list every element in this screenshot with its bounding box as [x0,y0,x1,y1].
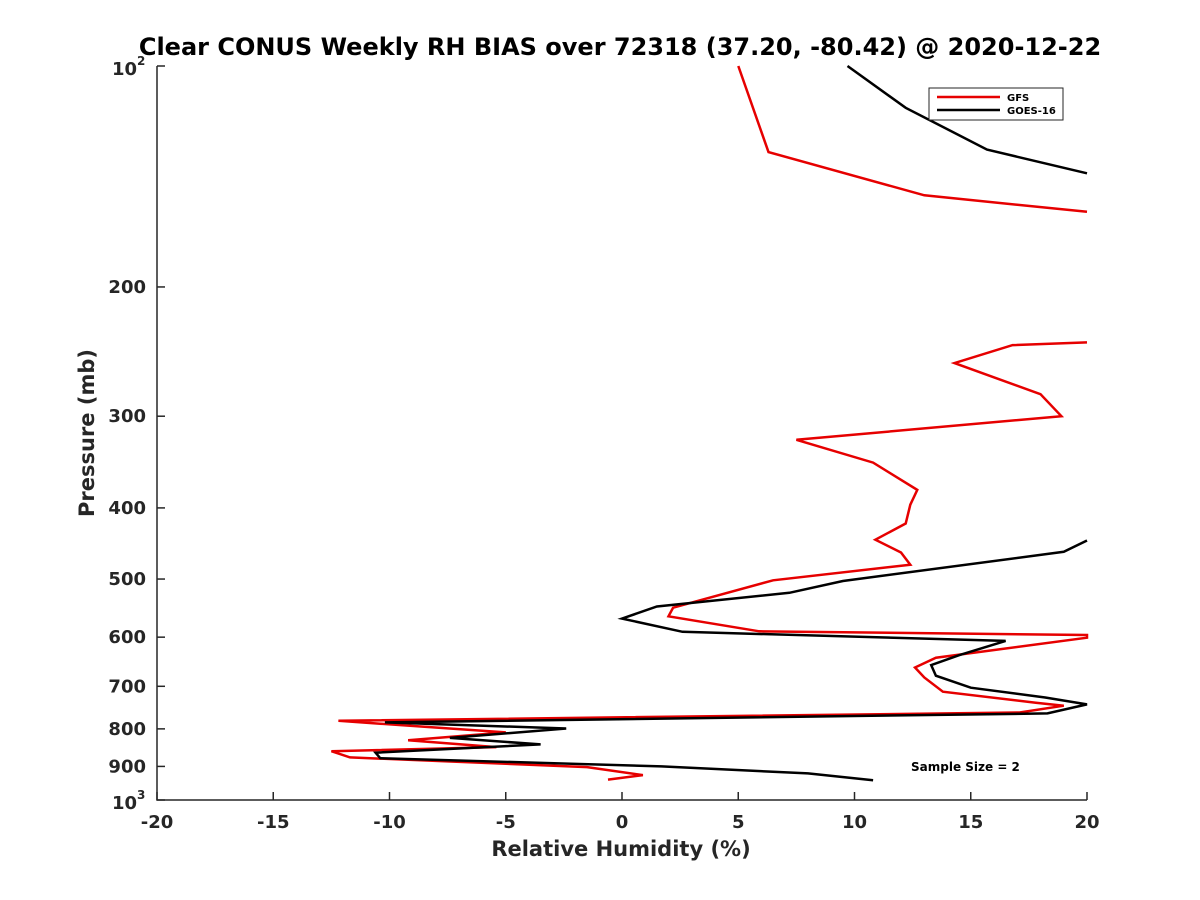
x-axis-label: Relative Humidity (%) [491,837,750,861]
x-axis: -20 -15 -10 -5 0 5 10 15 20 [141,792,1100,833]
y-tick-label: 300 [108,406,146,427]
chart-title: Clear CONUS Weekly RH BIAS over 72318 (3… [139,33,1101,61]
plot-area: -20 -15 -10 -5 0 5 10 15 20 10 220030040050060070… [108,54,1099,833]
x-tick-label: -10 [373,812,406,833]
x-tick-label: -20 [141,812,174,833]
series-line-goes16 [373,64,1088,782]
legend-label-goes16: GOES-16 [1007,106,1056,117]
y-tick-label: 200 [108,277,146,298]
y-axis-label: Pressure (mb) [75,349,99,517]
x-tick-label: 5 [732,812,745,833]
x-tick-label: 10 [842,812,867,833]
x-tick-label: -5 [496,812,516,833]
y-tick-label: 10 [112,793,137,814]
x-tick-label: -15 [257,812,290,833]
y-tick-label: 400 [108,498,146,519]
x-tick-label: 15 [958,812,983,833]
sample-size-annotation: Sample Size = 2 [911,760,1020,774]
y-tick-label: 900 [108,756,146,777]
legend-box [928,87,1064,121]
x-tick-label: 20 [1074,812,1099,833]
y-tick-label: 700 [108,676,146,697]
y-tick-exponent: 2 [137,54,145,68]
y-tick-label: 800 [108,719,146,740]
legend-label-gfs: GFS [1007,93,1029,104]
y-tick-label: 10 [112,59,137,80]
legend: GFS GOES-16 [928,87,1064,121]
x-tick-label: 0 [616,812,629,833]
y-tick-label: 600 [108,627,146,648]
series-line-gfs [331,65,1089,781]
y-tick-label: 500 [108,569,146,590]
series-group [331,64,1089,782]
y-tick-exponent: 3 [137,788,145,802]
